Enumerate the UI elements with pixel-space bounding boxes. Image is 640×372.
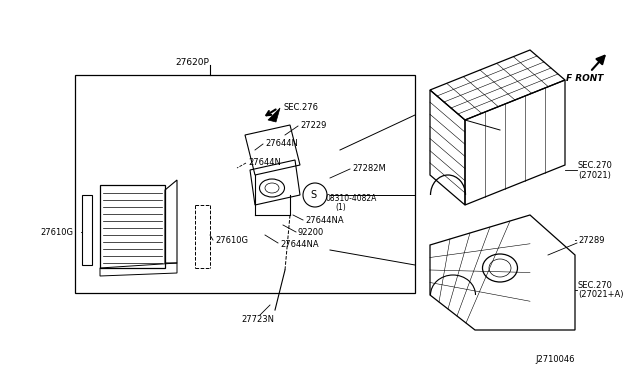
Text: SEC.276: SEC.276 — [283, 103, 318, 112]
Text: 27289: 27289 — [578, 235, 605, 244]
Text: (27021+A): (27021+A) — [578, 291, 623, 299]
Text: J2710046: J2710046 — [535, 356, 575, 365]
Polygon shape — [268, 108, 280, 122]
Text: 27644N: 27644N — [265, 138, 298, 148]
Text: 27644NA: 27644NA — [280, 240, 319, 248]
Text: 27610G: 27610G — [40, 228, 73, 237]
Text: SEC.270: SEC.270 — [578, 280, 613, 289]
Text: 08310-4082A: 08310-4082A — [325, 193, 376, 202]
Text: (1): (1) — [335, 202, 346, 212]
Text: (27021): (27021) — [578, 170, 611, 180]
Text: 27282M: 27282M — [352, 164, 386, 173]
Circle shape — [303, 183, 327, 207]
Text: 27229: 27229 — [300, 121, 326, 129]
Text: S: S — [310, 190, 316, 200]
Bar — [75, 75, 415, 293]
Text: 27644N: 27644N — [248, 157, 281, 167]
Text: 27620P: 27620P — [175, 58, 209, 67]
Text: 27723N: 27723N — [241, 315, 275, 324]
Text: 27610G: 27610G — [215, 235, 248, 244]
Text: 92200: 92200 — [298, 228, 324, 237]
Text: SEC.270: SEC.270 — [578, 160, 613, 170]
Text: 27644NA: 27644NA — [305, 215, 344, 224]
Text: F RONT: F RONT — [566, 74, 604, 83]
